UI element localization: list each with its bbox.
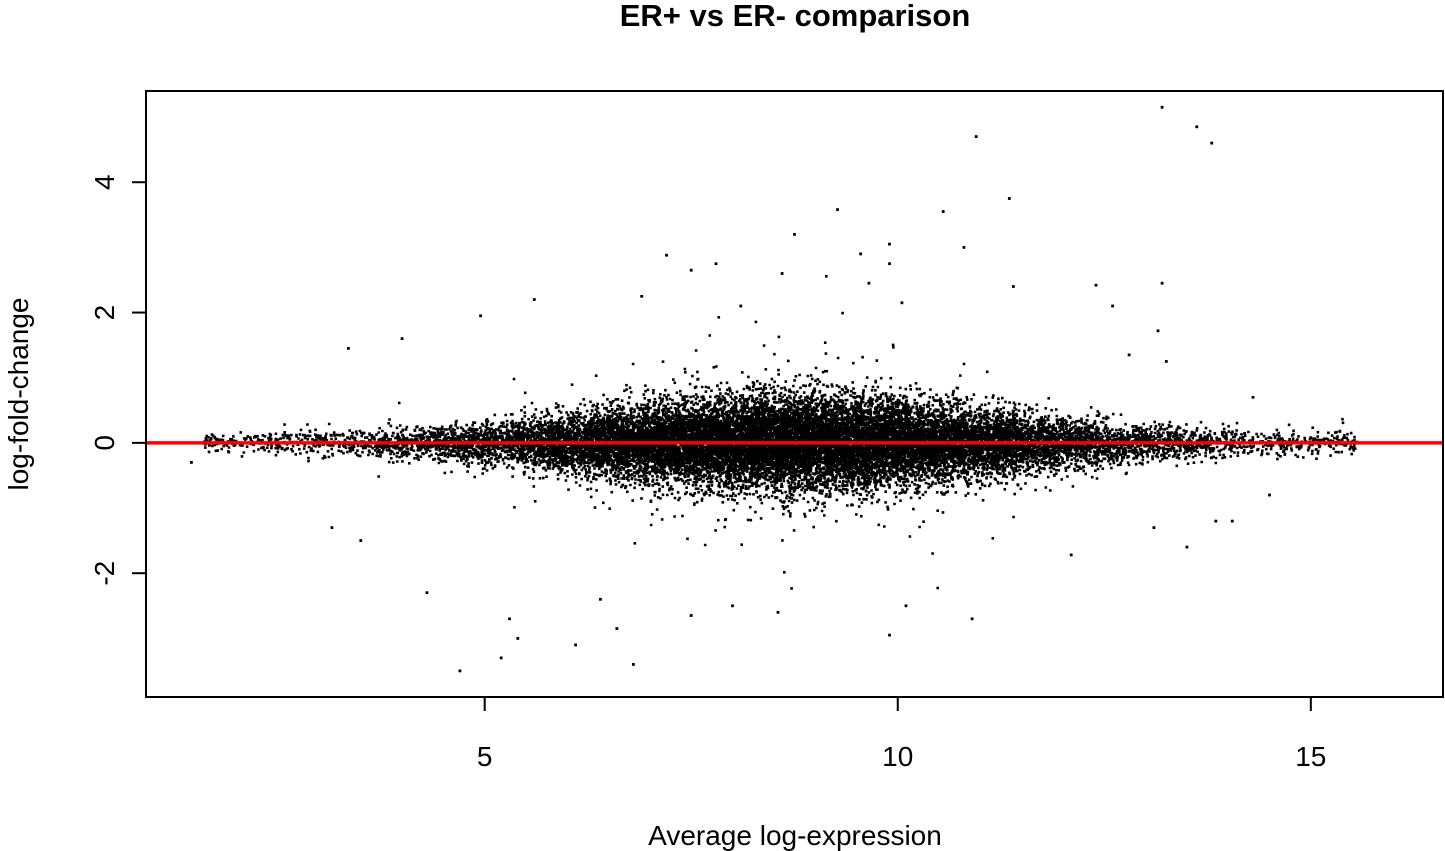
x-tick-label: 5 [477,741,493,772]
data-point [458,669,462,673]
chart-title: ER+ vs ER- comparison [620,0,971,33]
data-point [640,294,644,298]
x-tick-label: 15 [1295,741,1326,772]
data-point [689,268,693,272]
data-point [900,301,904,305]
y-tick-label: 0 [89,435,120,451]
data-point [190,461,193,464]
data-point [1230,519,1234,523]
data-point [532,298,536,301]
data-point [359,539,363,542]
data-point [1210,141,1214,145]
data-point [665,253,668,257]
data-point [731,604,734,608]
data-point [1160,281,1164,285]
data-point [780,272,784,275]
data-point [1195,125,1199,129]
data-point [347,347,350,350]
data-point [632,663,635,666]
data-point [1185,545,1189,549]
data-point [599,597,602,601]
data-point [689,614,693,617]
data-point [962,246,966,249]
data-point [1069,553,1073,557]
data-point [574,643,577,647]
data-point [615,627,619,630]
data-point [330,526,334,529]
data-point [1251,395,1255,399]
data-point [888,262,891,266]
data-point [1214,519,1218,523]
data-point [970,617,974,621]
data-point [859,252,862,256]
data-point-cloud [203,275,1361,590]
data-point [1007,197,1011,200]
data-point [499,656,503,660]
data-point [1164,360,1168,363]
data-point [1152,526,1156,529]
data-point [516,637,520,640]
data-point [508,617,511,621]
data-point [941,210,945,213]
data-point [739,304,743,308]
x-axis-label: Average log-expression [648,820,942,851]
y-tick-label: -2 [89,561,120,586]
points-layer [190,105,1361,673]
y-tick-label: 2 [89,305,120,321]
data-point [974,135,978,138]
data-point [479,314,482,318]
y-axis-label: log-fold-change [3,297,34,490]
data-point [1156,329,1160,333]
data-point [1111,304,1114,308]
x-axis: 5 10 15 [477,696,1326,772]
data-point [400,337,404,340]
x-tick-label: 10 [882,741,913,772]
data-point [904,604,908,608]
data-point [867,281,871,285]
data-point [776,610,780,614]
data-point [1127,353,1131,357]
data-point [1268,493,1271,497]
data-point [888,633,891,637]
data-point [1160,105,1164,109]
y-axis: -2 0 2 4 [89,174,147,586]
data-point [425,591,429,595]
data-point [888,242,891,246]
data-point [793,233,796,236]
y-tick-label: 4 [89,174,120,190]
data-point [1012,285,1015,288]
data-point [1094,283,1098,287]
data-point [836,208,839,211]
data-point [714,262,718,266]
